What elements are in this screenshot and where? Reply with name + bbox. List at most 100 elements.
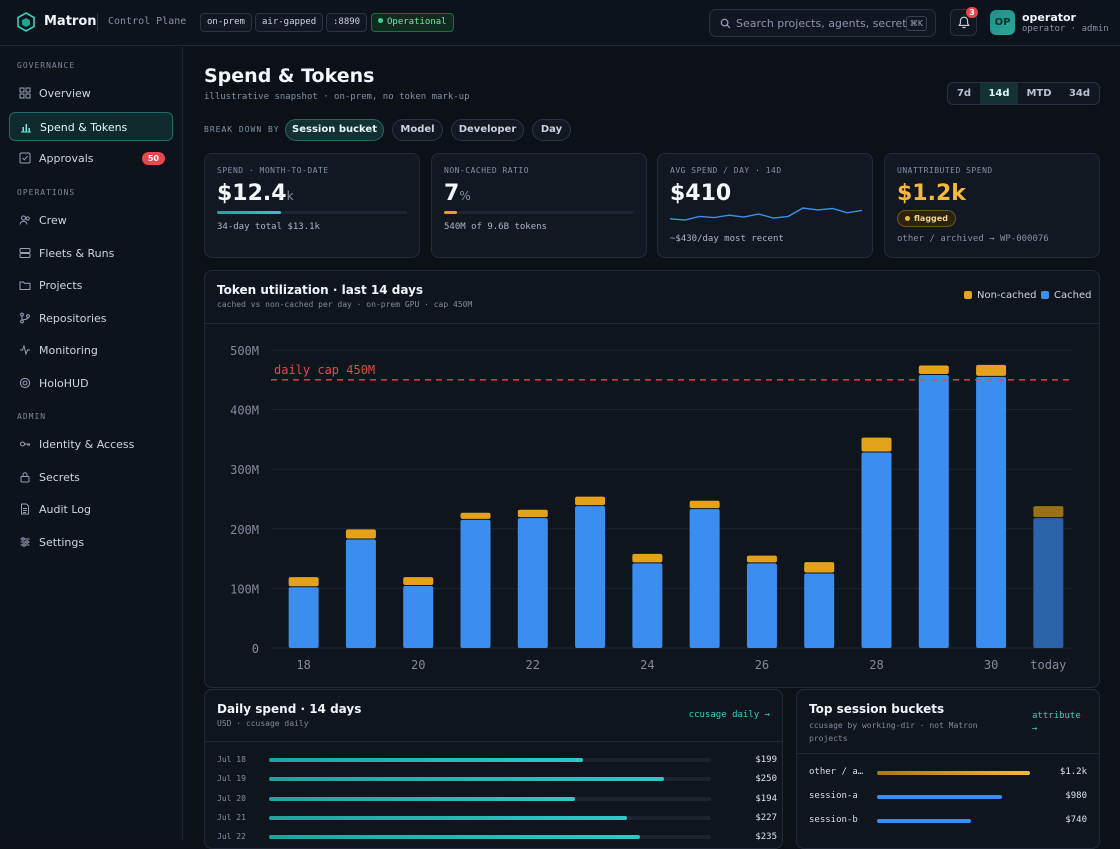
ratio-progress-fill bbox=[444, 211, 458, 214]
sparkline-path bbox=[670, 207, 862, 221]
search-shortcut-hint: ⌘K bbox=[905, 16, 927, 31]
grid-icon bbox=[19, 87, 31, 99]
hexagon-logo-icon[interactable] bbox=[16, 12, 36, 32]
bar-cached bbox=[575, 506, 606, 648]
kpi-card-non-cached-ratio: NON-CACHED RATIO 7% 540M of 9.6B tokens bbox=[431, 153, 647, 258]
x-tick-label: today bbox=[1030, 658, 1066, 672]
y-tick-label: 200M bbox=[230, 523, 259, 537]
sidebar-item-spend-tokens[interactable]: Spend & Tokens bbox=[9, 112, 173, 141]
spend-date: Jul 18 bbox=[217, 755, 246, 764]
check-square-icon bbox=[19, 152, 31, 164]
bar-non-cached bbox=[460, 512, 491, 519]
range-14d-button[interactable]: 14d bbox=[980, 83, 1018, 104]
sidebar-item-holohud[interactable]: HoloHUD bbox=[9, 369, 173, 398]
token-utilization-chart: 0 100M 200M 300M 400M 500M 18 20 22 24 26 28 30 today… bbox=[230, 344, 1073, 672]
bucket-bar-fill bbox=[877, 771, 1030, 775]
range-mtd-button[interactable]: MTD bbox=[1026, 88, 1052, 99]
sidebar-item-approvals[interactable]: Approvals 50 bbox=[9, 144, 173, 173]
sidebar-section-operations: OPERATIONS bbox=[17, 188, 76, 197]
kpi-label: NON-CACHED RATIO bbox=[444, 166, 530, 175]
spend-date: Jul 19 bbox=[217, 774, 246, 784]
legend-non-cached[interactable]: Non-cached bbox=[964, 290, 1037, 301]
daily-cap-label: daily cap 450M bbox=[274, 363, 375, 377]
kpi-number: $12.4 bbox=[217, 181, 287, 206]
sidebar-item-fleets-runs[interactable]: Fleets & Runs bbox=[9, 239, 173, 268]
sidebar-item-overview[interactable]: Overview bbox=[9, 79, 173, 108]
bar-cached bbox=[1033, 518, 1064, 648]
sidebar-section-governance: GOVERNANCE bbox=[17, 61, 76, 70]
panel-title: Token utilization · last 14 days bbox=[217, 283, 424, 297]
sidebar-item-crew[interactable]: Crew bbox=[9, 206, 173, 235]
sidebar-item-settings[interactable]: Settings bbox=[9, 528, 173, 557]
env-chip-on-prem: on-prem bbox=[200, 13, 252, 32]
breakdown-developer[interactable]: Developer bbox=[451, 119, 524, 141]
daily-spend-row[interactable]: Jul 21 $227 bbox=[217, 810, 777, 829]
bar-non-cached bbox=[288, 577, 319, 587]
target-icon bbox=[19, 377, 31, 389]
daily-spend-row[interactable]: Jul 22 $235 bbox=[217, 829, 777, 848]
global-search[interactable]: ⌘K bbox=[709, 9, 936, 37]
ccusage-daily-link[interactable]: ccusage daily → bbox=[688, 710, 770, 720]
range-34d-button[interactable]: 34d bbox=[1068, 88, 1091, 99]
spend-amount: $194 bbox=[755, 793, 777, 804]
sidebar-item-identity-access[interactable]: Identity & Access bbox=[9, 430, 173, 459]
sidebar-section-admin: ADMIN bbox=[17, 412, 47, 421]
bar-cached bbox=[804, 573, 835, 648]
flagged-badge: flagged bbox=[897, 210, 956, 227]
panel-subtitle: ccusage by working-dir · not Matron proj… bbox=[809, 721, 978, 743]
panel-divider bbox=[205, 741, 782, 742]
y-tick-label: 0 bbox=[252, 642, 259, 656]
kpi-label: UNATTRIBUTED SPEND bbox=[897, 166, 993, 175]
daily-spend-panel: Daily spend · 14 days USD · ccusage dail… bbox=[204, 689, 783, 849]
bell-icon bbox=[958, 16, 970, 29]
sidebar-item-secrets[interactable]: Secrets bbox=[9, 463, 173, 492]
kpi-note: 540M of 9.6B tokens bbox=[444, 222, 547, 232]
bucket-bar-track bbox=[877, 771, 1032, 775]
range-7d-button[interactable]: 7d bbox=[956, 88, 972, 99]
sidebar-item-projects[interactable]: Projects bbox=[9, 271, 173, 300]
breakdown-session-bucket[interactable]: Session bucket bbox=[285, 119, 384, 141]
daily-spend-row[interactable]: Jul 19 $250 bbox=[217, 771, 777, 790]
breakdown-day[interactable]: Day bbox=[532, 119, 571, 141]
sidebar-item-audit-log[interactable]: Audit Log bbox=[9, 495, 173, 524]
attribute-link[interactable]: attribute → bbox=[1032, 711, 1081, 734]
panel-divider bbox=[797, 753, 1099, 754]
spend-bar-track bbox=[269, 835, 711, 840]
spend-progress-track bbox=[217, 211, 407, 214]
y-tick-label: 100M bbox=[230, 582, 259, 596]
spend-bar-fill bbox=[269, 758, 584, 762]
spend-bar-track bbox=[269, 796, 711, 801]
activity-icon bbox=[20, 344, 30, 356]
bucket-row[interactable]: session-a $980 bbox=[809, 788, 1087, 808]
status-dot-icon bbox=[378, 18, 383, 23]
bar-cached bbox=[632, 563, 663, 648]
panel-subtitle: cached vs non-cached per day · on-prem G… bbox=[217, 300, 473, 309]
bucket-row[interactable]: other / a… $1.2k bbox=[809, 764, 1087, 784]
breakdown-model[interactable]: Model bbox=[392, 119, 443, 141]
x-tick-label: 28 bbox=[869, 658, 883, 672]
panel-title: Daily spend · 14 days bbox=[217, 702, 362, 716]
bar-non-cached bbox=[689, 500, 720, 509]
sidebar-item-label: Secrets bbox=[39, 471, 80, 484]
x-tick-label: 30 bbox=[984, 658, 998, 672]
legend-swatch bbox=[964, 291, 972, 299]
sidebar-item-label: Repositories bbox=[39, 312, 107, 325]
bar-non-cached bbox=[918, 365, 949, 375]
search-input[interactable] bbox=[736, 15, 906, 31]
bucket-row[interactable]: session-b $740 bbox=[809, 812, 1087, 832]
bucket-name: other / a… bbox=[809, 767, 864, 777]
status-badge-operational: Operational bbox=[371, 13, 454, 32]
sidebar-item-label: Monitoring bbox=[39, 344, 98, 357]
bar-non-cached bbox=[861, 437, 892, 452]
sidebar-item-repositories[interactable]: Repositories bbox=[9, 304, 173, 333]
x-tick-label: 18 bbox=[296, 658, 310, 672]
user-avatar[interactable]: OP bbox=[990, 10, 1015, 35]
user-name[interactable]: operator bbox=[1022, 11, 1076, 24]
spend-bar-fill bbox=[269, 835, 640, 840]
daily-spend-row[interactable]: Jul 20 $194 bbox=[217, 791, 777, 810]
spend-amount: $227 bbox=[755, 812, 777, 823]
daily-spend-row[interactable]: Jul 18 $199 bbox=[217, 752, 777, 771]
sidebar-item-monitoring[interactable]: Monitoring bbox=[9, 336, 173, 365]
spend-bar-track bbox=[269, 815, 711, 820]
legend-cached[interactable]: Cached bbox=[1041, 290, 1091, 301]
